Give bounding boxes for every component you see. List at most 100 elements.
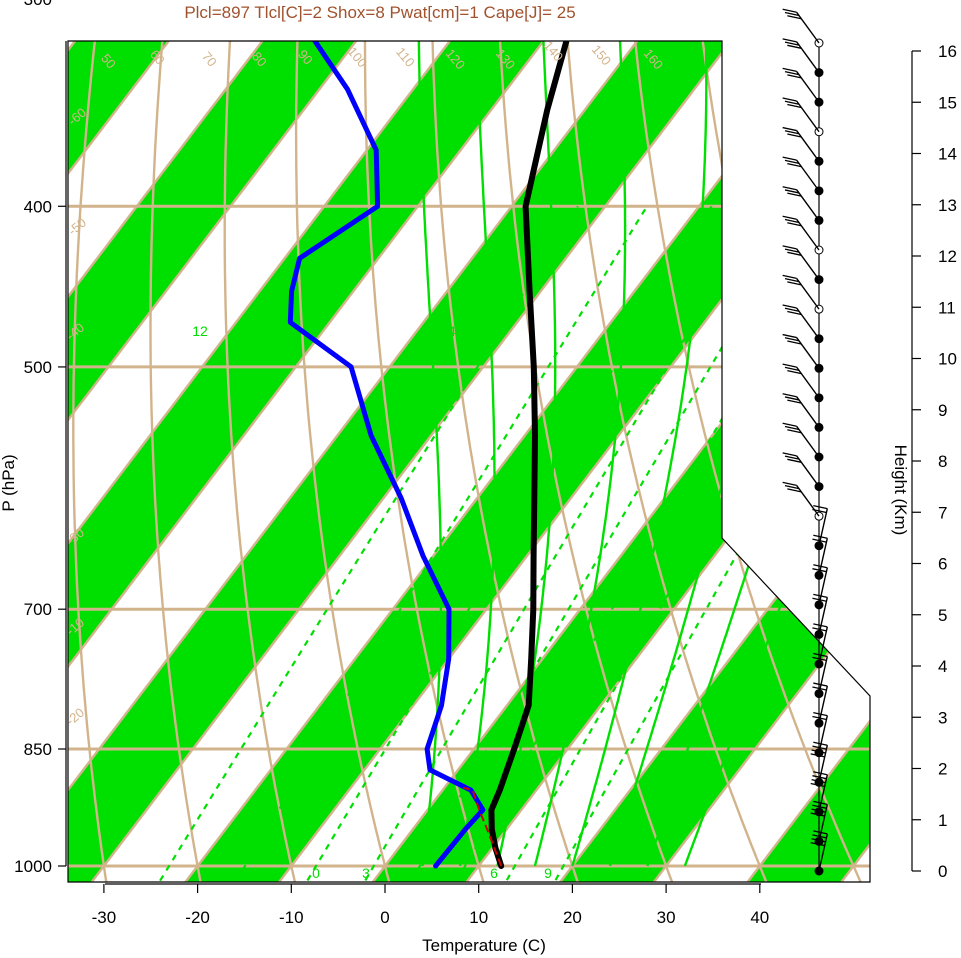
isotherm-line — [331, 41, 870, 882]
wind-barb-feather — [787, 488, 802, 493]
wind-barb — [796, 455, 820, 487]
wind-barb-feather — [782, 274, 797, 280]
isotherm-label: 20 — [793, 587, 820, 614]
dry-adiabat-line — [556, 41, 790, 882]
wind-barb-feather — [787, 44, 802, 49]
wind-barb-feather — [782, 126, 797, 132]
wind-barb — [796, 218, 820, 251]
isotherm-label: 10 — [743, 537, 770, 564]
height-tick-label: 4 — [938, 657, 947, 676]
wind-barb-feather — [782, 38, 797, 43]
height-tick-label: 10 — [938, 350, 957, 369]
moist-adiabat-label: 24 — [440, 323, 456, 339]
plot-area: 50 60 70 80 90 100 110 120 130 140 150 160-60-50-40… — [63, 41, 870, 882]
wind-barb-feather — [784, 337, 800, 342]
wind-barb-feather — [782, 156, 797, 161]
wind-barb-feather — [784, 189, 800, 194]
x-axis: -30 -20 -10 0 10 20 30 40 — [92, 883, 769, 927]
height-tick-label: 12 — [938, 247, 957, 266]
moist-adiabat-label: 32 — [649, 323, 665, 339]
x-tick-label: -30 — [92, 908, 117, 927]
height-tick-label: 8 — [938, 452, 947, 471]
wind-barb-feather — [782, 67, 797, 73]
wind-barb — [796, 307, 820, 340]
temperature-band — [145, 41, 870, 882]
isotherm-line — [144, 41, 870, 882]
wind-barb-feather — [782, 481, 797, 487]
wind-barb-feather — [787, 15, 802, 20]
x-tick-label: 20 — [563, 908, 582, 927]
wind-barb-feather — [787, 369, 802, 375]
wind-barb-feather — [813, 505, 828, 510]
wind-barb-feather — [787, 103, 802, 109]
y-axis-title: P (hPa) — [0, 454, 18, 511]
dry-adiabat-line — [72, 41, 290, 882]
wind-barb-column — [782, 8, 829, 876]
wind-barb-feather — [782, 452, 797, 457]
wind-barb-feather — [782, 97, 797, 102]
wind-barb-feather — [782, 186, 797, 191]
y-tick-label: 700 — [24, 600, 52, 619]
wind-barb-feather — [782, 422, 797, 427]
wind-barb-feather — [784, 278, 800, 283]
dry-adiabat-line — [223, 41, 384, 882]
wind-barb — [796, 425, 820, 458]
height-axis-title: Height (Km) — [891, 445, 910, 536]
wind-barb — [818, 538, 829, 576]
wind-barb — [796, 485, 820, 517]
wind-barb-feather — [787, 222, 802, 227]
height-tick-label: 9 — [938, 401, 947, 420]
x-tick-label: -20 — [185, 908, 210, 927]
wind-barb — [818, 597, 829, 635]
dewpoint-profile — [287, 41, 870, 869]
wind-barb-feather — [787, 340, 802, 345]
wind-barb — [796, 159, 820, 192]
wind-barb-feather — [784, 11, 800, 17]
moist-adiabat-line — [458, 41, 496, 867]
wind-barb — [796, 130, 820, 162]
wind-barb-feather — [784, 159, 800, 165]
temperature-band — [68, 41, 870, 882]
isotherm-label: -20 — [63, 705, 87, 729]
wind-barb — [796, 278, 820, 310]
wind-barb-feather — [784, 425, 800, 431]
temperature-band — [68, 41, 870, 882]
height-tick-label: 1 — [938, 811, 947, 830]
adiabat-label: 150 — [589, 42, 614, 68]
isotherm-label: 0 — [722, 461, 741, 482]
wind-barb-feather — [787, 133, 802, 138]
temperature-bands — [68, 41, 870, 882]
wind-barb-feather — [782, 215, 797, 220]
wind-barb-feather — [787, 458, 802, 463]
y-tick-label: 500 — [24, 358, 52, 377]
x-tick-label: 0 — [380, 908, 389, 927]
dry-adiabat-line — [149, 41, 337, 882]
isotherm-line — [238, 41, 870, 882]
wind-barb-feather — [787, 192, 802, 197]
adiabat-label: 70 — [199, 49, 220, 70]
temperature-profile — [488, 41, 870, 869]
wind-barb — [818, 715, 829, 753]
height-tick-label: 7 — [938, 503, 947, 522]
isotherm-label: -50 — [65, 215, 89, 239]
height-tick-label: 3 — [938, 708, 947, 727]
height-tick-label: 13 — [938, 196, 957, 215]
height-tick-label: 2 — [938, 760, 947, 779]
wind-barb-feather — [784, 455, 800, 460]
wind-barb — [796, 100, 820, 133]
wind-barb — [818, 745, 829, 783]
mixing-ratio-line — [398, 205, 807, 882]
isotherm-line — [68, 41, 870, 882]
wind-barb-feather — [784, 130, 800, 135]
dry-adiabat-line — [494, 41, 694, 882]
wind-barb-feather — [784, 41, 800, 46]
y-tick-label: 850 — [24, 740, 52, 759]
isotherm-line — [425, 41, 870, 882]
y-tick-label: 1000 — [14, 857, 52, 876]
y-tick-label: 400 — [24, 197, 52, 216]
wind-barb — [818, 804, 829, 842]
wind-barb-feather — [782, 8, 797, 13]
wind-barb-feather — [784, 396, 800, 401]
